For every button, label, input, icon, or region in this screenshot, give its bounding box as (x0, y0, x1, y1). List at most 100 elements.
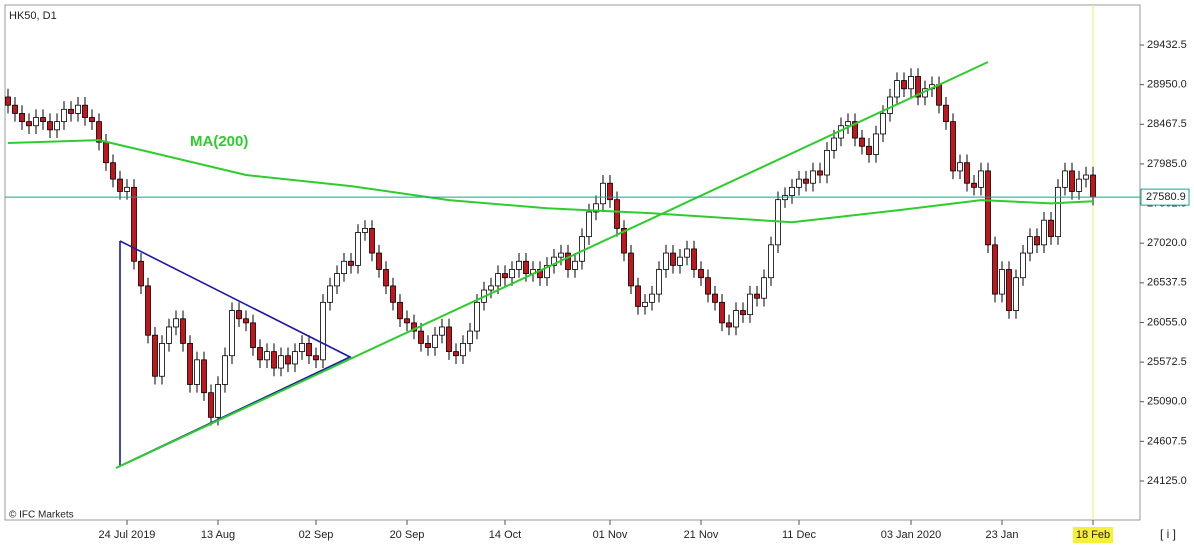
trend-line (115, 61, 989, 469)
candle-body (887, 96, 893, 114)
candle-body (376, 252, 382, 270)
candle-body (439, 326, 445, 336)
candle-body (180, 318, 186, 344)
x-tick-label: 20 Sep (390, 529, 425, 541)
ma-label: MA(200) (190, 133, 248, 150)
candle-body (523, 260, 529, 274)
candle-body (271, 351, 277, 369)
candle-body (873, 133, 879, 155)
candle-body (82, 104, 88, 118)
candle-body (320, 301, 326, 361)
candle-body (964, 162, 970, 184)
x-tick-label: 13 Aug (201, 529, 235, 541)
candle-body (642, 301, 648, 307)
candle-body (425, 343, 431, 348)
candle-body (453, 351, 459, 357)
candle-body (943, 104, 949, 123)
candle-body (740, 310, 746, 316)
candle-body (992, 244, 998, 295)
last-price-label: 27580.9 (1146, 191, 1186, 203)
candle-body (859, 137, 865, 147)
candle-body (1083, 174, 1089, 180)
watermark: © IFC Markets (9, 510, 74, 521)
candle-body (880, 113, 886, 135)
candle-body (306, 343, 312, 357)
candle-body (152, 334, 158, 377)
candle-body (796, 178, 802, 188)
candle-body (537, 269, 543, 279)
y-tick-label: 28467.5 (1147, 118, 1187, 130)
candle-body (26, 121, 32, 127)
x-tick-label: 21 Nov (684, 529, 719, 541)
candle-body (712, 293, 718, 303)
candle-body (404, 318, 410, 324)
candle-body (369, 228, 375, 254)
candle-body (705, 277, 711, 295)
candle-body (866, 145, 872, 155)
candle-body (607, 182, 613, 201)
y-tick-label: 27020.0 (1147, 237, 1187, 249)
x-label-highlight (1073, 527, 1113, 543)
candle-body (586, 211, 592, 238)
candle-body (432, 334, 438, 348)
candle-body (516, 260, 522, 270)
candle-body (1062, 170, 1068, 188)
candle-body (47, 121, 53, 131)
candle-body (810, 170, 816, 184)
plot (5, 68, 1096, 426)
y-tick-label: 27985.0 (1147, 158, 1187, 170)
info-icon[interactable]: [ i ] (1160, 527, 1176, 541)
candle-body (54, 121, 60, 131)
candle-body (950, 121, 956, 172)
candle-body (299, 343, 305, 353)
candle-body (544, 264, 550, 279)
candle-body (1027, 236, 1033, 254)
candle-body (103, 141, 109, 164)
candle-body (96, 121, 102, 143)
candle-body (12, 104, 18, 114)
candle-body (257, 347, 263, 361)
y-tick-label: 26537.5 (1147, 277, 1187, 289)
candle-body (677, 256, 683, 266)
candle-body (187, 343, 193, 385)
candle-body (243, 318, 249, 324)
candle-body (334, 273, 340, 287)
candle-body (1055, 186, 1061, 238)
candle-body (5, 96, 11, 106)
candle-body (635, 285, 641, 307)
candle-body (817, 170, 823, 176)
y-tick-label: 28950.0 (1147, 79, 1187, 91)
candle-body (68, 108, 74, 114)
candle-body (789, 186, 795, 196)
candle-body (908, 76, 914, 90)
candle-body (474, 301, 480, 332)
candle-body (1020, 252, 1026, 279)
candle-body (19, 113, 25, 123)
candle-body (40, 117, 46, 123)
candle-body (852, 121, 858, 139)
candle-body (901, 80, 907, 90)
candle-body (971, 182, 977, 188)
chart-title: HK50, D1 (9, 10, 57, 22)
candle-body (551, 256, 557, 266)
y-tick-label: 24607.5 (1147, 435, 1187, 447)
candle-body (754, 293, 760, 299)
x-tick-label: 03 Jan 2020 (881, 529, 942, 541)
candle-body (397, 301, 403, 320)
candle-body (362, 228, 368, 233)
candle-body (292, 351, 298, 365)
candle-body (138, 260, 144, 287)
candle-body (670, 252, 676, 266)
candle-body (488, 285, 494, 291)
candle-body (341, 260, 347, 274)
x-tick-label: 01 Nov (593, 529, 628, 541)
x-tick-label: 02 Sep (299, 529, 334, 541)
candle-body (691, 248, 697, 270)
candle-body (628, 252, 634, 287)
candle-body (726, 322, 732, 328)
candle-body (761, 277, 767, 299)
candle-body (509, 269, 515, 279)
candle-body (719, 301, 725, 324)
